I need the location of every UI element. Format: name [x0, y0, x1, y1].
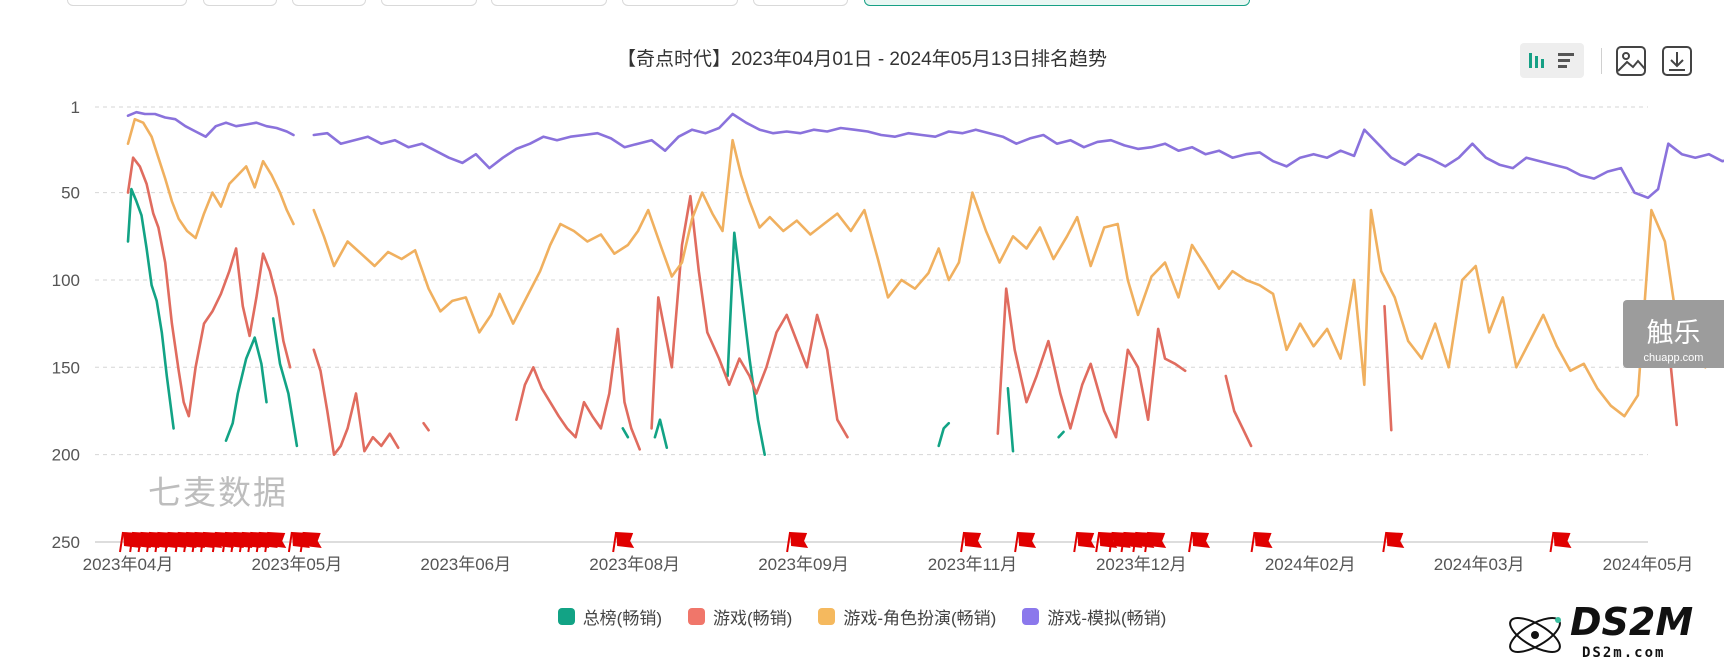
event-flag-icon	[299, 531, 322, 553]
event-flag-icon	[1188, 531, 1211, 553]
event-flag-icon	[1382, 531, 1405, 553]
x-tick-label: 2023年11月	[928, 555, 1017, 574]
y-tick-label: 150	[52, 358, 80, 377]
event-flag-icon	[1014, 531, 1037, 553]
series-line-game	[422, 421, 430, 432]
legend-label: 总榜(畅销)	[582, 609, 663, 628]
series-line-rpg	[126, 117, 295, 240]
series-line-overall	[1057, 430, 1065, 439]
download-icon[interactable]	[1660, 44, 1694, 78]
series-line-overall	[224, 336, 268, 443]
series-line-game	[996, 287, 1187, 439]
chart-title: 【奇点时代】2023年04月01日 - 2024年05月13日排名趋势	[617, 49, 1107, 70]
x-axis: 2023年04月 2023年05月 2023年06月 2023年08月 2023年09月…	[83, 555, 1694, 574]
event-flag-icon	[1144, 531, 1167, 553]
x-tick-label: 2023年05月	[252, 555, 343, 574]
y-tick-label: 100	[52, 271, 80, 290]
grid-lines	[95, 106, 1648, 543]
legend-swatch	[818, 608, 836, 625]
legend-item-rpg[interactable]: 游戏-角色扮演(畅销)	[818, 604, 996, 629]
series-line-game	[650, 194, 849, 439]
y-tick-label: 1	[71, 98, 80, 117]
toolbar-divider	[1601, 48, 1602, 74]
legend: 总榜(畅销) 游戏(畅销) 游戏-角色扮演(畅销) 游戏-模拟(畅销)	[0, 604, 1724, 629]
x-tick-label: 2023年06月	[420, 555, 511, 574]
legend-swatch	[1022, 608, 1040, 625]
series-line-overall	[726, 231, 767, 457]
x-tick-label: 2024年05月	[1603, 555, 1694, 574]
x-tick-label: 2023年08月	[589, 555, 680, 574]
x-tick-label: 2023年09月	[758, 555, 849, 574]
legend-item-game[interactable]: 游戏(畅销)	[688, 604, 792, 629]
series-lines	[126, 110, 1724, 457]
series-line-game	[312, 348, 400, 457]
bar-chart-icon[interactable]	[1520, 43, 1554, 77]
legend-label: 游戏-角色扮演(畅销)	[843, 609, 997, 628]
x-tick-label: 2023年04月	[83, 555, 174, 574]
watermark: 七麦数据	[148, 474, 288, 511]
event-flags	[119, 531, 1572, 553]
x-tick-label: 2023年12月	[1096, 555, 1187, 574]
series-line-sim	[126, 110, 295, 138]
atom-icon	[1509, 617, 1561, 653]
x-tick-label: 2024年02月	[1265, 555, 1356, 574]
legend-item-overall[interactable]: 总榜(畅销)	[557, 604, 663, 629]
series-line-game	[515, 327, 642, 451]
ds2m-logo: DS2M DS2m.com	[1502, 600, 1724, 671]
event-flag-icon	[1250, 531, 1273, 553]
series-line-sim	[312, 112, 1724, 200]
image-icon[interactable]	[1614, 44, 1648, 78]
legend-label: 游戏-模拟(畅销)	[1047, 609, 1167, 628]
badge-title: 触乐	[1646, 318, 1701, 348]
legend-swatch	[557, 608, 575, 625]
logo-text: DS2M	[1570, 600, 1694, 644]
x-tick-label: 2024年03月	[1434, 555, 1525, 574]
badge-url: chuapp.com	[1643, 352, 1704, 364]
y-tick-label: 50	[61, 184, 80, 203]
event-flag-icon	[960, 531, 983, 553]
list-icon[interactable]	[1550, 43, 1584, 77]
legend-swatch	[688, 608, 706, 625]
event-flag-icon	[612, 531, 635, 553]
chuapp-badge: 触乐 chuapp.com	[1623, 300, 1724, 368]
series-line-overall	[126, 187, 175, 430]
view-toggle-group	[1520, 43, 1584, 78]
filter-tab-bar	[0, 0, 1724, 10]
event-flag-icon	[1073, 531, 1096, 553]
event-flag-icon	[786, 531, 809, 553]
event-flag-icon	[264, 531, 287, 553]
series-line-rpg	[312, 138, 1724, 418]
event-flag-icon	[1549, 531, 1572, 553]
series-line-game	[126, 156, 292, 418]
series-line-overall	[653, 418, 669, 450]
series-line-overall	[621, 427, 630, 439]
series-line-overall	[271, 317, 299, 448]
series-line-game	[1383, 304, 1393, 432]
series-line-overall	[937, 421, 951, 448]
series-line-game	[1224, 374, 1253, 448]
logo-subtext: DS2m.com	[1582, 645, 1666, 661]
series-line-overall	[1006, 386, 1015, 453]
legend-label: 游戏(畅销)	[713, 609, 793, 628]
y-tick-label: 250	[52, 533, 80, 552]
y-tick-label: 200	[52, 446, 80, 465]
legend-item-sim[interactable]: 游戏-模拟(畅销)	[1022, 604, 1166, 629]
